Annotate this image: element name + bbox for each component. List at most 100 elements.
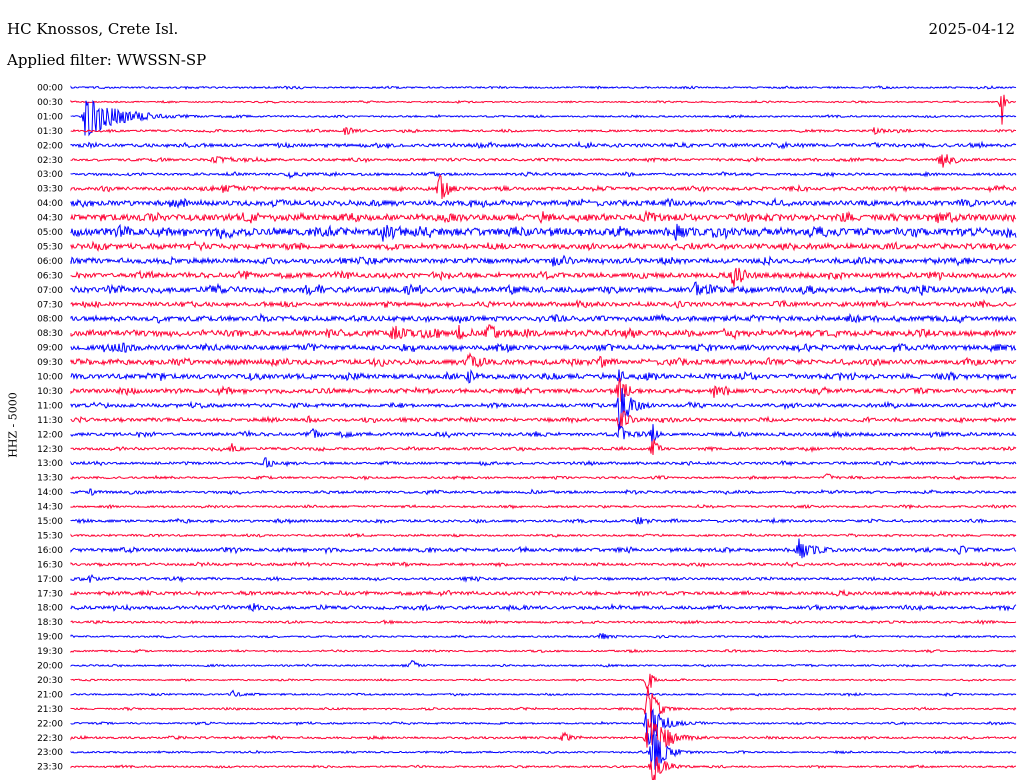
row-time-label: 12:00 (37, 430, 63, 440)
row-time-label: 01:30 (37, 127, 63, 137)
seismogram-trace-1500 (70, 516, 1017, 525)
seismogram-trace-1630 (70, 561, 1017, 569)
row-time-label: 11:30 (37, 416, 63, 426)
filter-label: Applied filter: WWSSN-SP (7, 51, 207, 69)
seismogram-trace-0100 (70, 99, 1017, 137)
seismogram-trace-1300 (70, 457, 1017, 468)
row-time-label: 12:30 (37, 445, 63, 455)
seismogram-trace-0500 (70, 223, 1017, 242)
row-time-label: 00:00 (37, 84, 63, 94)
row-time-label: 09:00 (37, 344, 63, 354)
seismogram-trace-1830 (70, 619, 1017, 626)
row-time-label: 17:30 (37, 589, 63, 599)
seismogram-trace-2130 (70, 686, 1017, 723)
seismogram-trace-1430 (70, 503, 1017, 510)
seismogram-trace-1100 (70, 388, 1017, 427)
seismogram-trace-0700 (70, 281, 1017, 296)
seismogram-trace-1530 (70, 532, 1017, 539)
seismogram-trace-1230 (70, 439, 1017, 455)
row-time-label: 20:30 (37, 676, 63, 686)
seismogram-trace-1330 (70, 473, 1017, 481)
seismogram-trace-1730 (70, 588, 1017, 598)
row-time-label: 10:30 (37, 387, 63, 397)
row-time-label: 05:00 (37, 228, 63, 238)
seismogram-trace-2100 (70, 689, 1017, 698)
seismogram-trace-0600 (70, 254, 1017, 267)
row-time-label: 07:00 (37, 286, 63, 296)
row-time-label: 23:00 (37, 748, 63, 758)
seismogram-trace-0000 (70, 85, 1017, 90)
seismogram-trace-1700 (70, 573, 1017, 583)
seismogram-trace-2200 (70, 708, 1017, 746)
seismogram-trace-1200 (70, 423, 1017, 445)
seismogram-trace-2330 (70, 756, 1017, 780)
row-time-label: 03:00 (37, 170, 63, 180)
seismogram-trace-0900 (70, 342, 1017, 354)
seismogram-trace-0930 (70, 352, 1017, 368)
row-time-label: 04:30 (37, 214, 63, 224)
seismogram-trace-1900 (70, 633, 1017, 640)
row-time-label: 08:00 (37, 315, 63, 325)
seismogram-trace-1000 (70, 369, 1017, 384)
seismogram-trace-1600 (70, 538, 1017, 559)
row-time-label: 08:30 (37, 329, 63, 339)
seismogram-trace-1930 (70, 648, 1017, 654)
row-time-label: 03:30 (37, 185, 63, 195)
row-time-label: 19:00 (37, 633, 63, 643)
seismogram-trace-1400 (70, 488, 1017, 496)
date-label: 2025-04-12 (928, 20, 1015, 38)
seismogram-trace-0330 (70, 174, 1017, 199)
seismogram-trace-1130 (70, 410, 1017, 432)
row-time-label: 22:30 (37, 734, 63, 744)
row-time-label: 13:00 (37, 459, 63, 469)
row-time-label: 04:00 (37, 199, 63, 209)
row-time-label: 14:00 (37, 488, 63, 498)
row-time-label: 21:30 (37, 705, 63, 715)
seismogram-trace-0200 (70, 140, 1017, 150)
seismogram-trace-0830 (70, 324, 1017, 341)
row-time-label: 20:00 (37, 662, 63, 672)
row-time-label: 22:00 (37, 719, 63, 729)
row-time-label: 05:30 (37, 242, 63, 252)
row-time-label: 16:00 (37, 546, 63, 556)
row-time-label: 02:00 (37, 141, 63, 151)
seismogram-trace-0800 (70, 312, 1017, 324)
row-time-label: 13:30 (37, 474, 63, 484)
row-time-label: 15:00 (37, 517, 63, 527)
row-time-label: 10:00 (37, 373, 63, 383)
row-time-label: 14:30 (37, 503, 63, 513)
row-time-label: 18:30 (37, 618, 63, 628)
seismogram-trace-1800 (70, 603, 1017, 613)
row-time-label: 23:30 (37, 763, 63, 773)
seismogram-trace-0530 (70, 240, 1017, 252)
row-time-label: 17:00 (37, 575, 63, 585)
seismogram-trace-0400 (70, 197, 1017, 209)
seismogram-trace-0630 (70, 267, 1017, 287)
row-time-label: 06:00 (37, 257, 63, 267)
row-time-label: 00:30 (37, 98, 63, 108)
seismogram-trace-0300 (70, 170, 1017, 180)
seismogram-trace-2230 (70, 718, 1017, 751)
seismogram-trace-1030 (70, 377, 1017, 402)
seismogram-trace-2300 (70, 733, 1017, 770)
seismogram-trace-0030 (70, 94, 1017, 125)
seismogram-trace-0430 (70, 209, 1017, 225)
row-time-label: 18:00 (37, 604, 63, 614)
row-time-label: 19:30 (37, 647, 63, 657)
row-time-label: 09:30 (37, 358, 63, 368)
row-time-label: 01:00 (37, 112, 63, 122)
seismogram-trace-2030 (70, 673, 1017, 690)
station-title: HC Knossos, Crete Isl. (7, 20, 179, 38)
seismogram-trace-2000 (70, 659, 1017, 668)
row-time-label: 16:30 (37, 560, 63, 570)
row-time-label: 21:00 (37, 690, 63, 700)
row-time-label: 07:30 (37, 300, 63, 310)
seismogram-trace-0230 (70, 154, 1017, 168)
row-time-label: 02:30 (37, 156, 63, 166)
seismogram-trace-0730 (70, 298, 1017, 309)
seismogram-trace-0130 (70, 126, 1017, 136)
row-time-label: 06:30 (37, 271, 63, 281)
row-time-label: 15:30 (37, 531, 63, 541)
row-time-label: 11:00 (37, 401, 63, 411)
